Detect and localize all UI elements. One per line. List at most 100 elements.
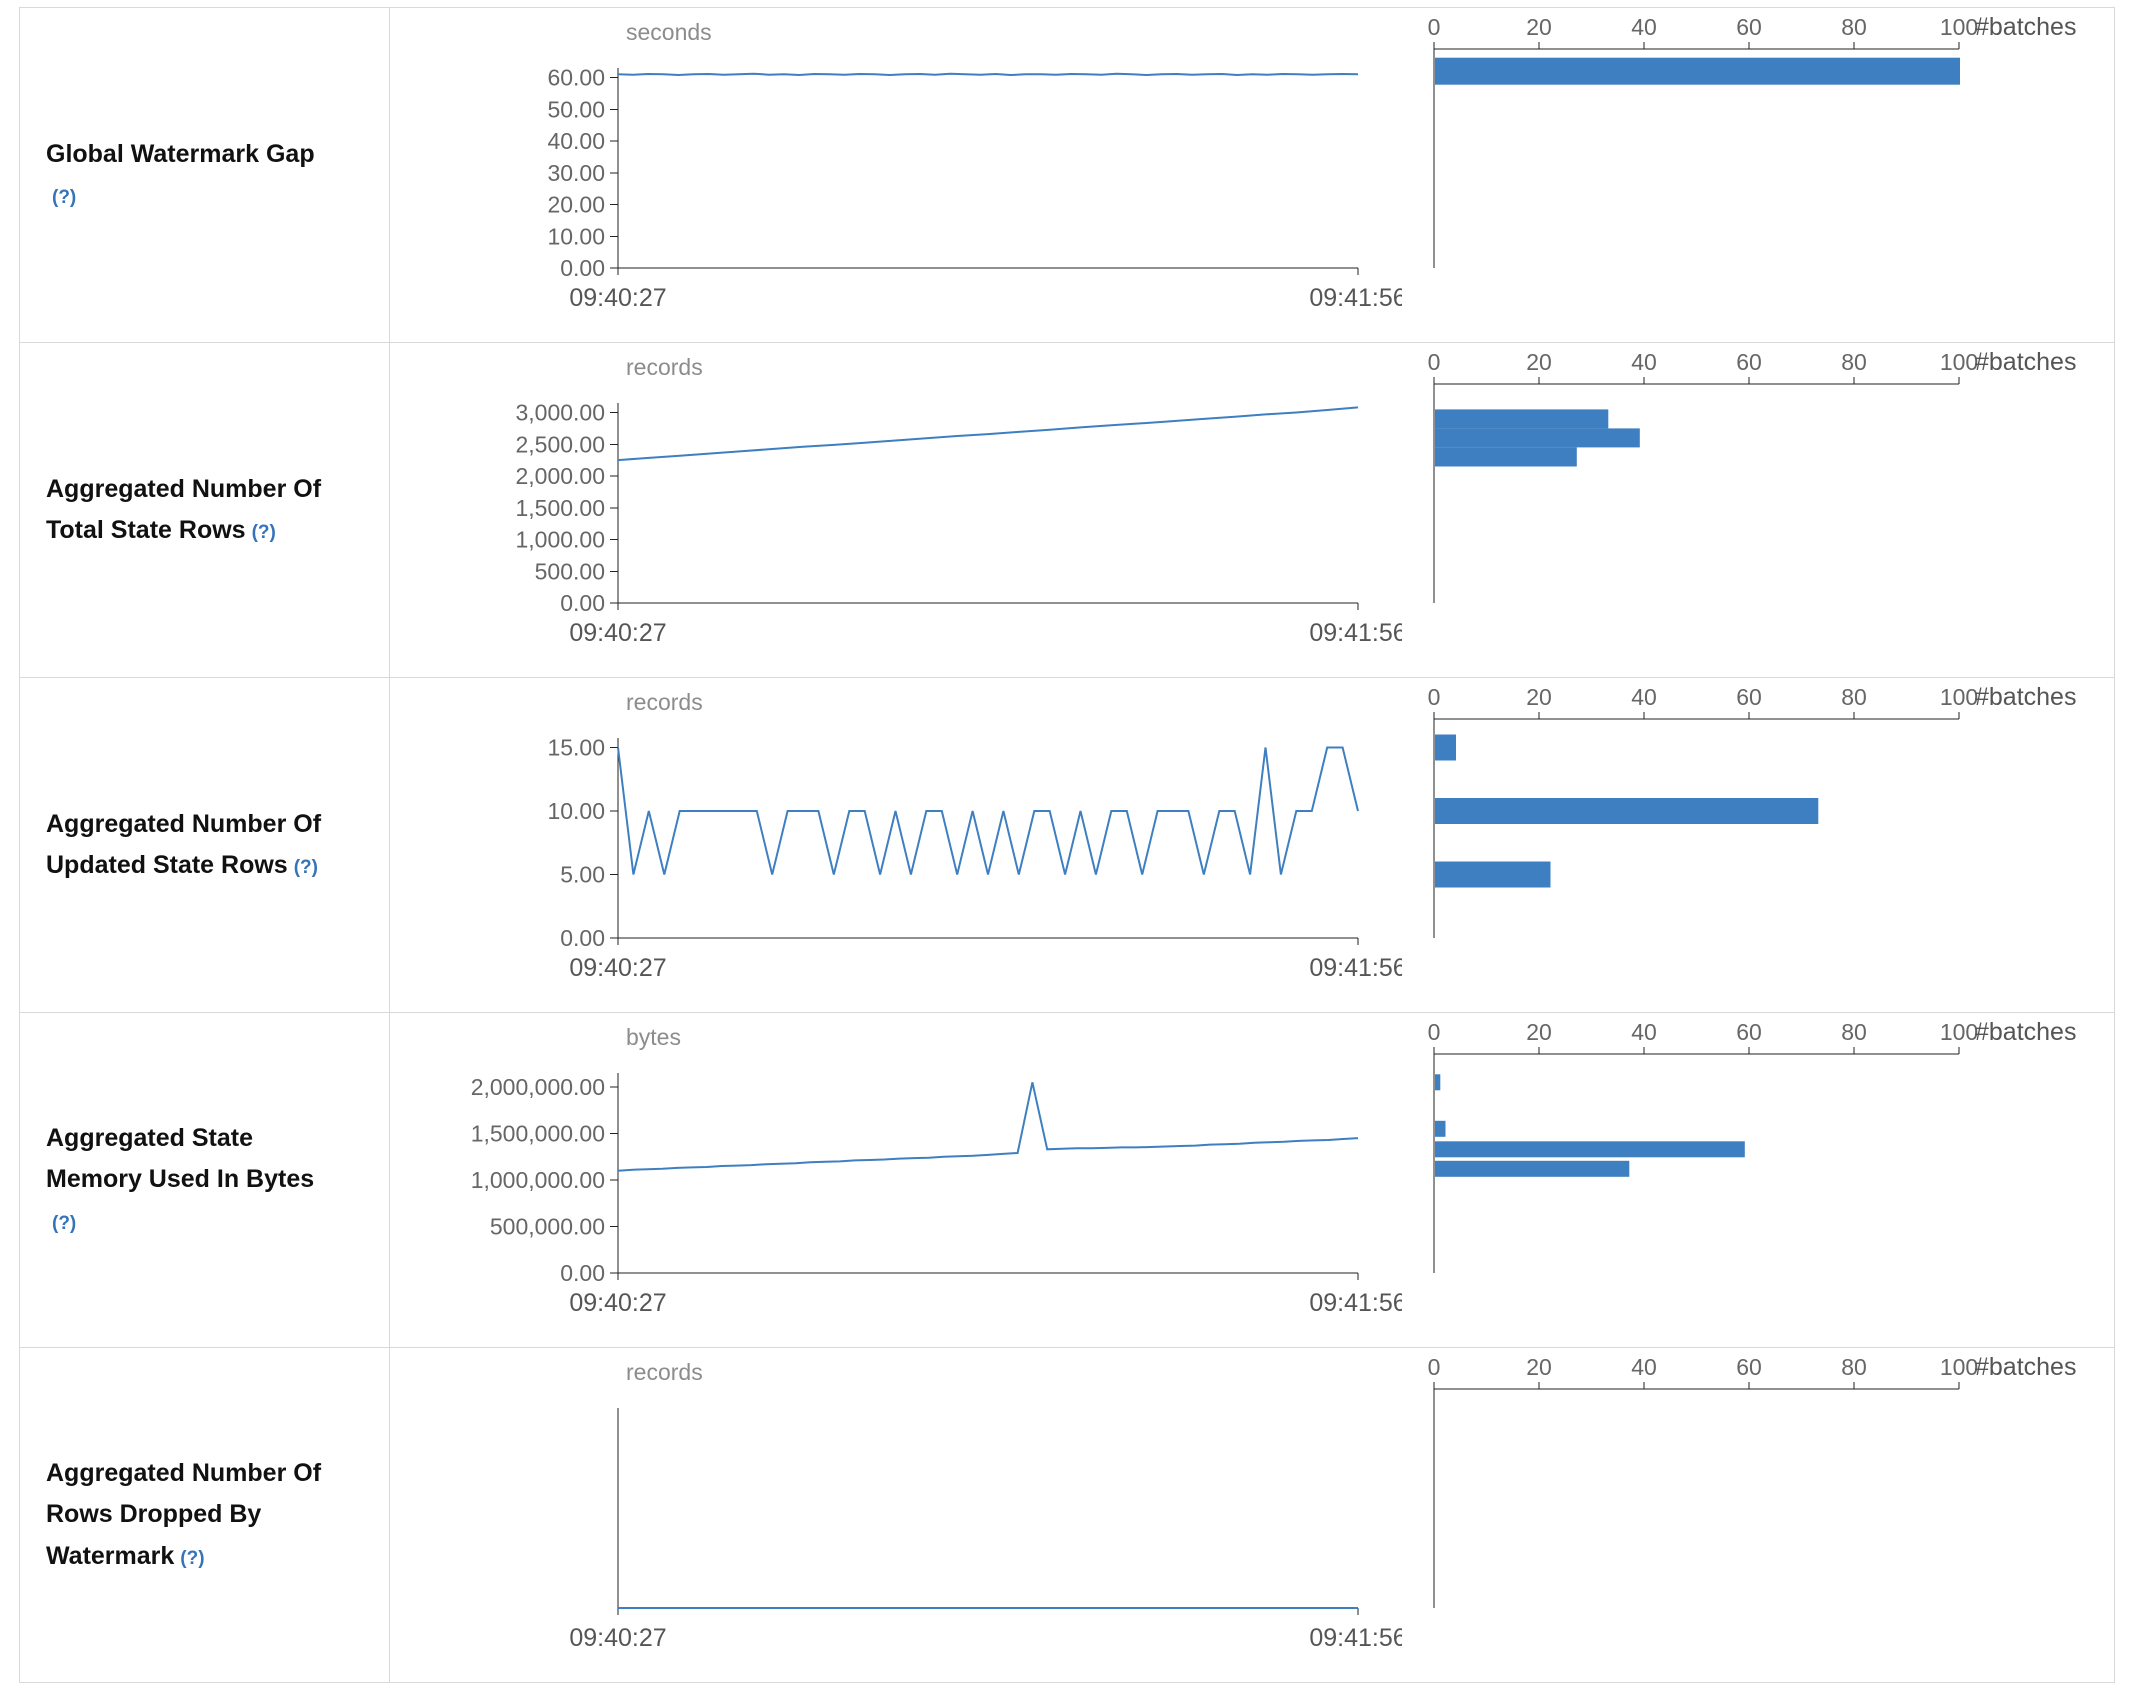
row-global-watermark-gap: Global Watermark Gap (?) seconds 0.00 10.0…: [20, 8, 2114, 343]
help-link[interactable]: (?): [52, 187, 77, 208]
help-link[interactable]: (?): [293, 857, 318, 878]
timeline-chart: bytes 0.00 500,000.00 1,000,000.00 1,500,000…: [390, 1013, 1402, 1347]
svg-text:80: 80: [1841, 1354, 1867, 1380]
svg-text:500.00: 500.00: [535, 558, 605, 584]
svg-text:0.00: 0.00: [560, 590, 605, 616]
help-link[interactable]: (?): [251, 522, 276, 543]
svg-text:09:40:27: 09:40:27: [569, 284, 666, 312]
svg-text:80: 80: [1841, 349, 1867, 375]
svg-text:3,000.00: 3,000.00: [515, 400, 605, 426]
svg-text:records: records: [626, 354, 703, 380]
svg-text:records: records: [626, 689, 703, 715]
svg-text:100: 100: [1940, 1019, 1978, 1045]
svg-text:#batches: #batches: [1975, 683, 2076, 711]
svg-text:40: 40: [1631, 684, 1657, 710]
svg-text:09:41:56: 09:41:56: [1309, 284, 1402, 312]
svg-text:60: 60: [1736, 1354, 1762, 1380]
svg-text:0: 0: [1428, 349, 1441, 375]
svg-text:20: 20: [1526, 684, 1552, 710]
timeline-chart: records 0.00 5.00 10.00 15.00 09:40:27 09:41:5…: [390, 678, 1402, 1012]
svg-text:09:41:56: 09:41:56: [1309, 619, 1402, 647]
row-aggregated-updated-state-rows: Aggregated Number Of Updated State Rows(…: [20, 678, 2114, 1013]
row-aggregated-state-memory-used: Aggregated State Memory Used In Bytes (?…: [20, 1013, 2114, 1348]
svg-text:0: 0: [1428, 14, 1441, 40]
svg-text:09:40:27: 09:40:27: [569, 619, 666, 647]
histogram-chart: 0 20 40 60 80 100 #batches: [1402, 678, 2114, 1012]
svg-text:80: 80: [1841, 14, 1867, 40]
svg-text:80: 80: [1841, 1019, 1867, 1045]
svg-text:20.00: 20.00: [547, 192, 605, 218]
svg-text:30.00: 30.00: [547, 160, 605, 186]
svg-text:40: 40: [1631, 349, 1657, 375]
svg-text:0.00: 0.00: [560, 1260, 605, 1286]
row-aggregated-total-state-rows: Aggregated Number Of Total State Rows (?)…: [20, 343, 2114, 678]
svg-text:10.00: 10.00: [547, 223, 605, 249]
svg-text:09:41:56: 09:41:56: [1309, 1624, 1402, 1652]
help-link[interactable]: (?): [180, 1547, 205, 1569]
metric-label: Global Watermark Gap: [46, 139, 315, 168]
svg-text:40: 40: [1631, 1354, 1657, 1380]
svg-text:#batches: #batches: [1975, 13, 2076, 41]
svg-text:60: 60: [1736, 684, 1762, 710]
svg-text:0: 0: [1428, 684, 1441, 710]
svg-text:#batches: #batches: [1975, 348, 2076, 376]
svg-text:09:41:56: 09:41:56: [1309, 1289, 1402, 1317]
svg-text:20: 20: [1526, 1354, 1552, 1380]
svg-text:09:40:27: 09:40:27: [569, 1289, 666, 1317]
svg-text:20: 20: [1526, 14, 1552, 40]
svg-text:40: 40: [1631, 14, 1657, 40]
metric-label-cell: Aggregated Number Of Total State Rows (?): [20, 343, 390, 677]
svg-text:100: 100: [1940, 684, 1978, 710]
histogram-chart: 0 20 40 60 80 100 #batches: [1402, 1348, 2114, 1682]
svg-text:500,000.00: 500,000.00: [490, 1213, 605, 1239]
svg-text:records: records: [626, 1359, 703, 1385]
histogram-chart: 0 20 40 60 80 100 #batches: [1402, 343, 2114, 677]
svg-text:1,500,000.00: 1,500,000.00: [471, 1120, 605, 1146]
svg-text:#batches: #batches: [1975, 1353, 2076, 1381]
help-link[interactable]: (?): [52, 1212, 77, 1234]
metric-label-cell: Aggregated Number Of Updated State Rows(…: [20, 678, 390, 1012]
svg-text:100: 100: [1940, 349, 1978, 375]
svg-text:100: 100: [1940, 14, 1978, 40]
svg-text:20: 20: [1526, 349, 1552, 375]
svg-text:0: 0: [1428, 1354, 1441, 1380]
svg-text:0.00: 0.00: [560, 255, 605, 281]
svg-text:#batches: #batches: [1975, 1018, 2076, 1046]
svg-text:2,500.00: 2,500.00: [515, 431, 605, 457]
svg-text:09:40:27: 09:40:27: [569, 1624, 666, 1652]
svg-text:seconds: seconds: [626, 19, 712, 45]
svg-text:60: 60: [1736, 1019, 1762, 1045]
svg-text:40: 40: [1631, 1019, 1657, 1045]
svg-text:1,000.00: 1,000.00: [515, 527, 605, 553]
svg-text:60: 60: [1736, 14, 1762, 40]
svg-text:15.00: 15.00: [547, 735, 605, 761]
svg-text:50.00: 50.00: [547, 96, 605, 122]
metric-label-cell: Aggregated State Memory Used In Bytes (?…: [20, 1013, 390, 1347]
metric-label: Aggregated Number Of Total State Rows: [46, 474, 322, 544]
streaming-metrics-table: Global Watermark Gap (?) seconds 0.00 10.0…: [19, 7, 2115, 1683]
svg-text:1,000,000.00: 1,000,000.00: [471, 1167, 605, 1193]
metric-label-cell: Aggregated Number Of Rows Dropped By Wat…: [20, 1348, 390, 1682]
svg-text:09:40:27: 09:40:27: [569, 954, 666, 982]
svg-text:1,500.00: 1,500.00: [515, 495, 605, 521]
svg-text:60.00: 60.00: [547, 65, 605, 91]
timeline-chart: seconds 0.00 10.00 20.00 30.00 40.00 50.00 60.0…: [390, 8, 1402, 342]
svg-text:2,000,000.00: 2,000,000.00: [471, 1074, 605, 1100]
metric-label: Aggregated Number Of Updated State Rows: [46, 809, 322, 879]
svg-text:60: 60: [1736, 349, 1762, 375]
svg-text:2,000.00: 2,000.00: [515, 463, 605, 489]
metric-label: Aggregated Number Of Rows Dropped By Wat…: [46, 1459, 322, 1570]
timeline-chart: records 0.00 500.00 1,000.00 1,500.00 2,000.0…: [390, 343, 1402, 677]
metric-label-cell: Global Watermark Gap (?): [20, 8, 390, 342]
svg-text:10.00: 10.00: [547, 798, 605, 824]
svg-text:0.00: 0.00: [560, 925, 605, 951]
svg-text:5.00: 5.00: [560, 862, 605, 888]
svg-text:bytes: bytes: [626, 1024, 681, 1050]
timeline-chart: records 09:40:27 09:41:56: [390, 1348, 1402, 1682]
svg-text:40.00: 40.00: [547, 128, 605, 154]
svg-text:100: 100: [1940, 1354, 1978, 1380]
svg-text:20: 20: [1526, 1019, 1552, 1045]
svg-text:09:41:56: 09:41:56: [1309, 954, 1402, 982]
svg-text:80: 80: [1841, 684, 1867, 710]
histogram-chart: 0 20 40 60 80 100 #batches: [1402, 1013, 2114, 1347]
